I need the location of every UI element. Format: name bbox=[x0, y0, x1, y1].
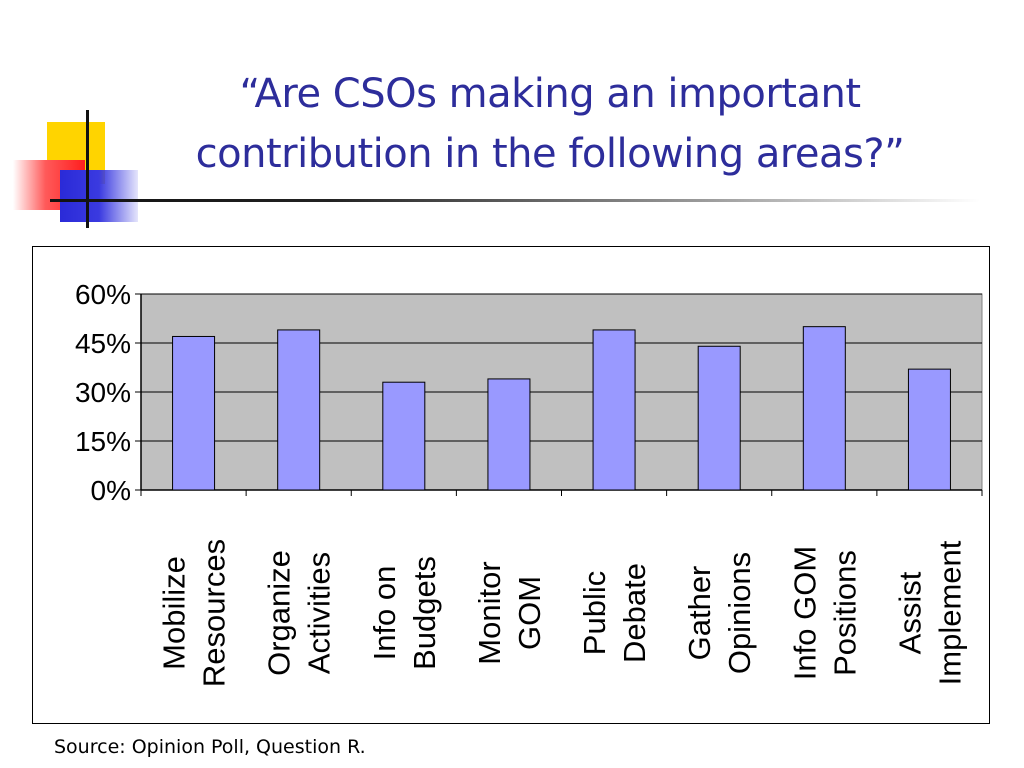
y-tick-label: 45% bbox=[75, 328, 131, 359]
x-tick-label-line: Mobilize bbox=[157, 556, 192, 670]
x-tick-label: Info GOM Positions bbox=[787, 546, 862, 680]
decor-horizontal-rule bbox=[50, 199, 980, 202]
x-tick-label: Monitor GOM bbox=[472, 561, 547, 664]
bar bbox=[697, 345, 741, 491]
x-tick-label-line: Gather bbox=[682, 566, 717, 661]
bar bbox=[277, 329, 321, 491]
x-tick-label: Organize Activities bbox=[262, 550, 337, 676]
slide-title: “Are CSOs making an important contributi… bbox=[120, 64, 980, 184]
x-tick-label-line: Implement bbox=[932, 540, 967, 685]
y-tick-label: 30% bbox=[75, 377, 131, 408]
bar bbox=[487, 378, 531, 491]
x-tick-label-line: Budgets bbox=[407, 556, 442, 670]
x-tick-label-line: Positions bbox=[827, 550, 862, 676]
x-tick-label-line: Resources bbox=[197, 539, 232, 687]
x-tick-label-line: GOM bbox=[512, 576, 547, 650]
bar bbox=[592, 329, 636, 491]
decor-blue-square bbox=[60, 170, 138, 222]
bar bbox=[802, 326, 846, 491]
bar bbox=[907, 368, 951, 491]
x-tick-label: Info on Budgets bbox=[367, 556, 442, 670]
x-tick-label-line: Debate bbox=[617, 563, 652, 663]
x-tick-label-line: Opinions bbox=[722, 552, 757, 674]
x-tick-label-line: Organize bbox=[262, 550, 297, 676]
source-note: Source: Opinion Poll, Question R. bbox=[54, 736, 366, 758]
x-tick-label: Assist Implement bbox=[892, 540, 967, 685]
chart-frame: 0% 15% 30% 45% 60% Mobilize Resources Organize A… bbox=[32, 246, 990, 724]
y-tick-label: 0% bbox=[91, 475, 131, 506]
slide-title-line-2: contribution in the following areas?” bbox=[195, 131, 905, 177]
bar-chart: 0%15%30%45%60%Mobilize Resources Organize A… bbox=[75, 279, 983, 687]
y-tick-label: 60% bbox=[75, 279, 131, 310]
slide-title-line-1: “Are CSOs making an important bbox=[239, 71, 861, 117]
x-tick-label-line: Assist bbox=[892, 571, 927, 654]
x-tick-label-line: Monitor bbox=[472, 561, 507, 664]
x-tick-label: Mobilize Resources bbox=[157, 539, 232, 687]
x-tick-label-line: Info GOM bbox=[787, 546, 822, 680]
bar bbox=[172, 335, 216, 491]
x-tick-label-line: Public bbox=[577, 571, 612, 655]
bar bbox=[382, 381, 426, 491]
x-tick-label: Gather Opinions bbox=[682, 552, 757, 674]
x-tick-label-line: Activities bbox=[302, 552, 337, 674]
decor-vertical-line bbox=[86, 110, 89, 228]
y-tick-label: 15% bbox=[75, 426, 131, 457]
x-tick-label-line: Info on bbox=[367, 566, 402, 661]
x-tick-label: Public Debate bbox=[577, 563, 652, 663]
